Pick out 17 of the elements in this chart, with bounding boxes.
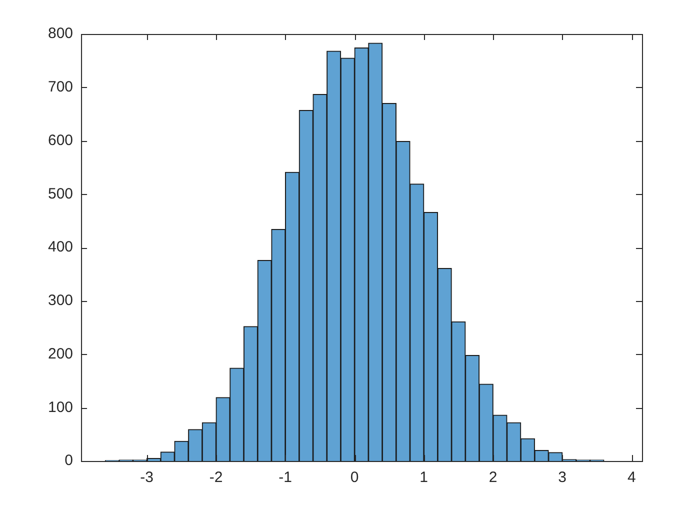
y-tick-label: 700 [48,78,74,96]
y-tick-label: 100 [48,398,74,416]
y-tick-label: 800 [48,25,74,42]
y-tick-label: 200 [48,345,74,362]
x-tick-label: 4 [627,469,636,486]
x-tick-label: -3 [140,469,154,486]
y-tick-label: 300 [48,292,74,310]
x-tick-label: 2 [488,469,498,486]
y-tick-label: 500 [48,185,74,202]
x-tick-label: 0 [350,469,359,486]
y-tick-label: 600 [48,132,74,149]
y-tick-label: 400 [48,238,74,256]
y-tick-label: 0 [64,452,74,470]
x-tick-label: -1 [278,469,292,486]
x-tick-label: -2 [209,469,223,486]
x-tick-label: 1 [420,469,428,486]
x-tick-label: 3 [558,469,567,486]
